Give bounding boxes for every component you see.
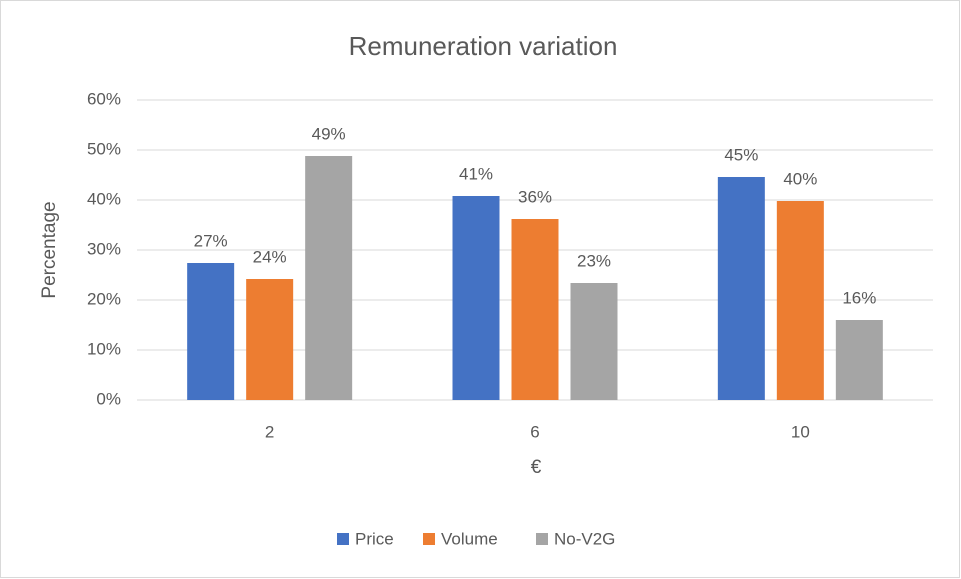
legend-swatch (337, 533, 349, 545)
y-tick-label: 30% (87, 239, 121, 258)
data-label: 45% (724, 145, 758, 164)
data-label: 23% (577, 251, 611, 270)
y-tick-label: 50% (87, 139, 121, 158)
data-label: 40% (783, 169, 817, 188)
bar (452, 196, 500, 400)
bar (305, 156, 353, 400)
y-tick-label: 0% (96, 389, 121, 408)
data-label: 49% (312, 124, 346, 143)
bar (776, 201, 824, 400)
x-axis-label: € (531, 457, 542, 478)
bar (511, 219, 559, 400)
y-tick-label: 10% (87, 339, 121, 358)
bar (187, 263, 235, 400)
legend-swatch (536, 533, 548, 545)
x-tick-label: 10 (791, 422, 810, 441)
legend-label: Price (355, 529, 394, 548)
legend-label: Volume (441, 529, 498, 548)
y-tick-label: 40% (87, 189, 121, 208)
data-label: 41% (459, 164, 493, 183)
chart-title: Remuneration variation (349, 31, 618, 61)
data-label: 27% (194, 231, 228, 250)
x-tick-label: 2 (265, 422, 274, 441)
data-label: 16% (842, 288, 876, 307)
y-tick-label: 20% (87, 289, 121, 308)
y-tick-label: 60% (87, 89, 121, 108)
bar (717, 177, 765, 400)
data-label: 36% (518, 187, 552, 206)
bar (246, 279, 294, 400)
legend-swatch (423, 533, 435, 545)
legend-label: No-V2G (554, 529, 615, 548)
y-axis-label: Percentage (39, 201, 60, 298)
data-label: 24% (253, 247, 287, 266)
x-tick-label: 6 (530, 422, 539, 441)
bar (835, 320, 883, 400)
bar (570, 283, 618, 400)
